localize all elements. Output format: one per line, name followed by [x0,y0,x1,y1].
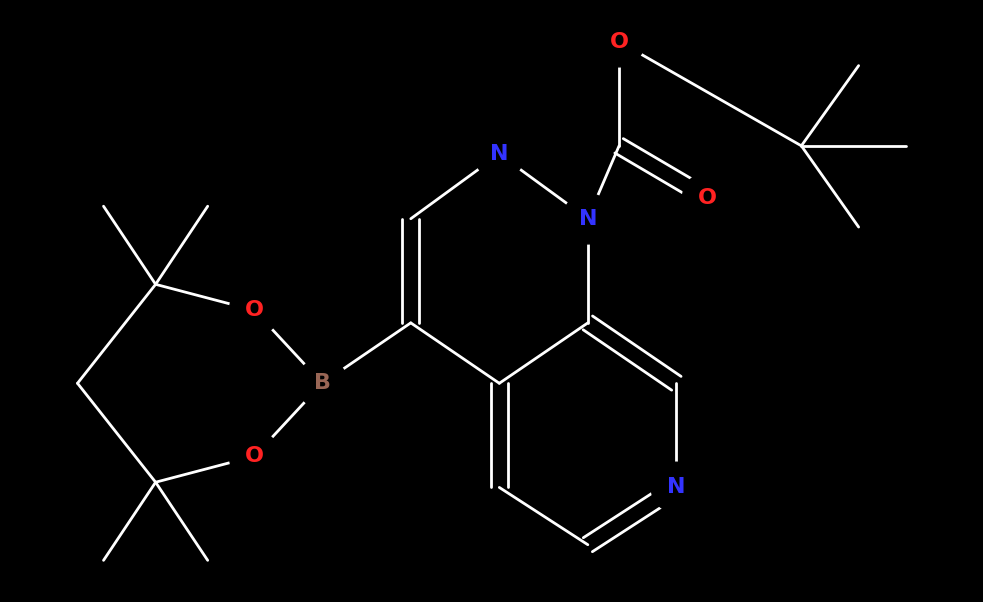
Circle shape [682,173,732,223]
Circle shape [229,431,280,482]
Text: O: O [245,446,264,466]
Text: O: O [245,300,264,320]
Circle shape [474,129,525,179]
Text: N: N [579,209,597,229]
Text: N: N [491,144,508,164]
Circle shape [651,462,702,513]
Circle shape [562,193,613,244]
Circle shape [594,16,644,67]
Circle shape [297,358,347,409]
Text: N: N [667,477,685,497]
Text: O: O [698,188,718,208]
Text: B: B [314,373,330,393]
Text: O: O [609,32,628,52]
Circle shape [229,285,280,335]
